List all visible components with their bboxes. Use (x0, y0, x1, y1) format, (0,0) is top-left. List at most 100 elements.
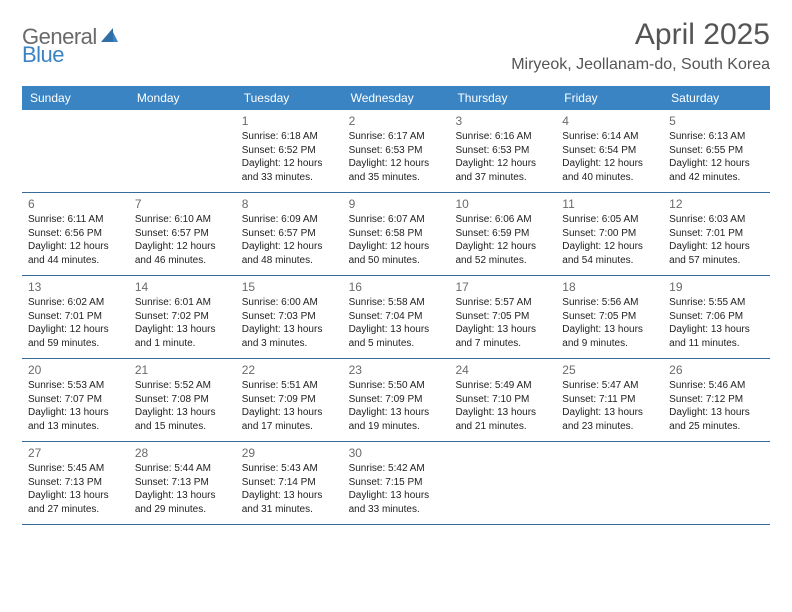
sunset-text: Sunset: 7:03 PM (242, 310, 337, 324)
sunrise-text: Sunrise: 5:45 AM (28, 462, 123, 476)
logo-sail-icon (99, 26, 119, 49)
calendar-cell: 1Sunrise: 6:18 AMSunset: 6:52 PMDaylight… (236, 110, 343, 192)
sunrise-text: Sunrise: 6:02 AM (28, 296, 123, 310)
daylight-text: and 48 minutes. (242, 254, 337, 268)
day-number: 29 (242, 446, 337, 460)
header-wednesday: Wednesday (343, 86, 450, 110)
daylight-text: and 17 minutes. (242, 420, 337, 434)
sunrise-text: Sunrise: 6:13 AM (669, 130, 764, 144)
calendar-cell: 17Sunrise: 5:57 AMSunset: 7:05 PMDayligh… (449, 276, 556, 358)
daylight-text: and 40 minutes. (562, 171, 657, 185)
daylight-text: and 19 minutes. (349, 420, 444, 434)
daylight-text: Daylight: 12 hours (349, 157, 444, 171)
daylight-text: and 44 minutes. (28, 254, 123, 268)
day-number: 21 (135, 363, 230, 377)
sunrise-text: Sunrise: 5:57 AM (455, 296, 550, 310)
sunset-text: Sunset: 6:53 PM (455, 144, 550, 158)
daylight-text: Daylight: 13 hours (242, 406, 337, 420)
sunset-text: Sunset: 7:07 PM (28, 393, 123, 407)
daylight-text: and 1 minute. (135, 337, 230, 351)
day-number: 14 (135, 280, 230, 294)
calendar-cell: 11Sunrise: 6:05 AMSunset: 7:00 PMDayligh… (556, 193, 663, 275)
daylight-text: and 33 minutes. (349, 503, 444, 517)
sunset-text: Sunset: 6:57 PM (135, 227, 230, 241)
sunrise-text: Sunrise: 5:55 AM (669, 296, 764, 310)
calendar-cell: 12Sunrise: 6:03 AMSunset: 7:01 PMDayligh… (663, 193, 770, 275)
sunrise-text: Sunrise: 5:43 AM (242, 462, 337, 476)
calendar-cell: 21Sunrise: 5:52 AMSunset: 7:08 PMDayligh… (129, 359, 236, 441)
location-subtitle: Miryeok, Jeollanam-do, South Korea (511, 56, 770, 74)
sunrise-text: Sunrise: 5:53 AM (28, 379, 123, 393)
title-block: April 2025 Miryeok, Jeollanam-do, South … (511, 18, 770, 74)
day-number: 13 (28, 280, 123, 294)
day-number: 5 (669, 114, 764, 128)
day-number: 15 (242, 280, 337, 294)
daylight-text: and 52 minutes. (455, 254, 550, 268)
daylight-text: and 42 minutes. (669, 171, 764, 185)
sunrise-text: Sunrise: 6:09 AM (242, 213, 337, 227)
daylight-text: Daylight: 12 hours (135, 240, 230, 254)
daylight-text: Daylight: 13 hours (349, 406, 444, 420)
sunrise-text: Sunrise: 6:05 AM (562, 213, 657, 227)
calendar-cell-empty (449, 442, 556, 524)
daylight-text: Daylight: 13 hours (135, 323, 230, 337)
calendar-cell: 25Sunrise: 5:47 AMSunset: 7:11 PMDayligh… (556, 359, 663, 441)
day-number: 9 (349, 197, 444, 211)
sunset-text: Sunset: 7:01 PM (28, 310, 123, 324)
day-number: 19 (669, 280, 764, 294)
sunset-text: Sunset: 7:08 PM (135, 393, 230, 407)
daylight-text: Daylight: 13 hours (562, 323, 657, 337)
header-thursday: Thursday (449, 86, 556, 110)
calendar-cell: 19Sunrise: 5:55 AMSunset: 7:06 PMDayligh… (663, 276, 770, 358)
header-sunday: Sunday (22, 86, 129, 110)
daylight-text: Daylight: 13 hours (242, 323, 337, 337)
calendar-header-row: Sunday Monday Tuesday Wednesday Thursday… (22, 86, 770, 110)
daylight-text: and 33 minutes. (242, 171, 337, 185)
sunrise-text: Sunrise: 5:42 AM (349, 462, 444, 476)
header-monday: Monday (129, 86, 236, 110)
day-number: 17 (455, 280, 550, 294)
daylight-text: Daylight: 12 hours (242, 240, 337, 254)
sunset-text: Sunset: 6:56 PM (28, 227, 123, 241)
calendar-cell: 4Sunrise: 6:14 AMSunset: 6:54 PMDaylight… (556, 110, 663, 192)
calendar-row: 20Sunrise: 5:53 AMSunset: 7:07 PMDayligh… (22, 359, 770, 442)
sunset-text: Sunset: 6:57 PM (242, 227, 337, 241)
calendar-body: 1Sunrise: 6:18 AMSunset: 6:52 PMDaylight… (22, 110, 770, 525)
calendar-cell: 7Sunrise: 6:10 AMSunset: 6:57 PMDaylight… (129, 193, 236, 275)
sunset-text: Sunset: 7:13 PM (135, 476, 230, 490)
calendar-cell: 9Sunrise: 6:07 AMSunset: 6:58 PMDaylight… (343, 193, 450, 275)
logo-text-blue-wrap: Blue (24, 42, 64, 68)
sunrise-text: Sunrise: 6:01 AM (135, 296, 230, 310)
day-number: 4 (562, 114, 657, 128)
calendar-cell: 3Sunrise: 6:16 AMSunset: 6:53 PMDaylight… (449, 110, 556, 192)
sunset-text: Sunset: 6:53 PM (349, 144, 444, 158)
day-number: 10 (455, 197, 550, 211)
sunset-text: Sunset: 7:11 PM (562, 393, 657, 407)
daylight-text: and 23 minutes. (562, 420, 657, 434)
calendar-row: 1Sunrise: 6:18 AMSunset: 6:52 PMDaylight… (22, 110, 770, 193)
sunset-text: Sunset: 6:58 PM (349, 227, 444, 241)
sunset-text: Sunset: 7:14 PM (242, 476, 337, 490)
daylight-text: Daylight: 12 hours (562, 240, 657, 254)
sunrise-text: Sunrise: 6:00 AM (242, 296, 337, 310)
sunset-text: Sunset: 7:12 PM (669, 393, 764, 407)
day-number: 28 (135, 446, 230, 460)
sunrise-text: Sunrise: 5:56 AM (562, 296, 657, 310)
logo-text-blue: Blue (22, 42, 64, 67)
page-header: General April 2025 Miryeok, Jeollanam-do… (22, 18, 770, 74)
sunrise-text: Sunrise: 5:47 AM (562, 379, 657, 393)
sunset-text: Sunset: 6:55 PM (669, 144, 764, 158)
calendar-cell: 16Sunrise: 5:58 AMSunset: 7:04 PMDayligh… (343, 276, 450, 358)
day-number: 12 (669, 197, 764, 211)
daylight-text: Daylight: 12 hours (455, 157, 550, 171)
daylight-text: Daylight: 13 hours (349, 489, 444, 503)
daylight-text: Daylight: 13 hours (135, 489, 230, 503)
month-title: April 2025 (511, 18, 770, 52)
daylight-text: Daylight: 13 hours (669, 323, 764, 337)
calendar-cell: 28Sunrise: 5:44 AMSunset: 7:13 PMDayligh… (129, 442, 236, 524)
header-friday: Friday (556, 86, 663, 110)
daylight-text: and 13 minutes. (28, 420, 123, 434)
daylight-text: Daylight: 12 hours (455, 240, 550, 254)
daylight-text: Daylight: 12 hours (349, 240, 444, 254)
daylight-text: and 46 minutes. (135, 254, 230, 268)
